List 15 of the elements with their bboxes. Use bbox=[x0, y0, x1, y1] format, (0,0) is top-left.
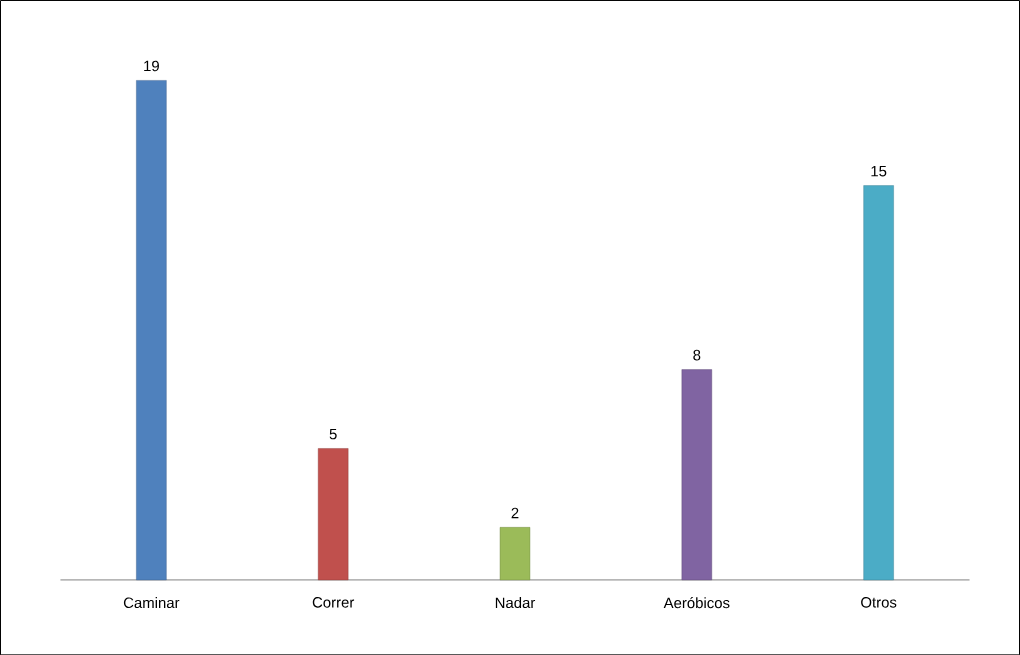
x-tick-label: Nadar bbox=[495, 596, 536, 608]
data-label: 5 bbox=[329, 428, 337, 440]
bar bbox=[136, 80, 167, 580]
bar bbox=[499, 526, 531, 580]
bar bbox=[863, 185, 894, 580]
data-label: 8 bbox=[693, 349, 701, 361]
data-label: 2 bbox=[511, 507, 519, 518]
x-tick-label: Caminar bbox=[123, 596, 180, 608]
x-tick-label: Otros bbox=[861, 596, 897, 608]
data-label: 15 bbox=[871, 165, 887, 177]
bar bbox=[681, 369, 712, 580]
x-tick-label: Aeróbicos bbox=[663, 596, 730, 609]
bar bbox=[317, 448, 349, 580]
data-label: 19 bbox=[144, 60, 159, 72]
x-tick-label: Correr bbox=[312, 596, 355, 608]
